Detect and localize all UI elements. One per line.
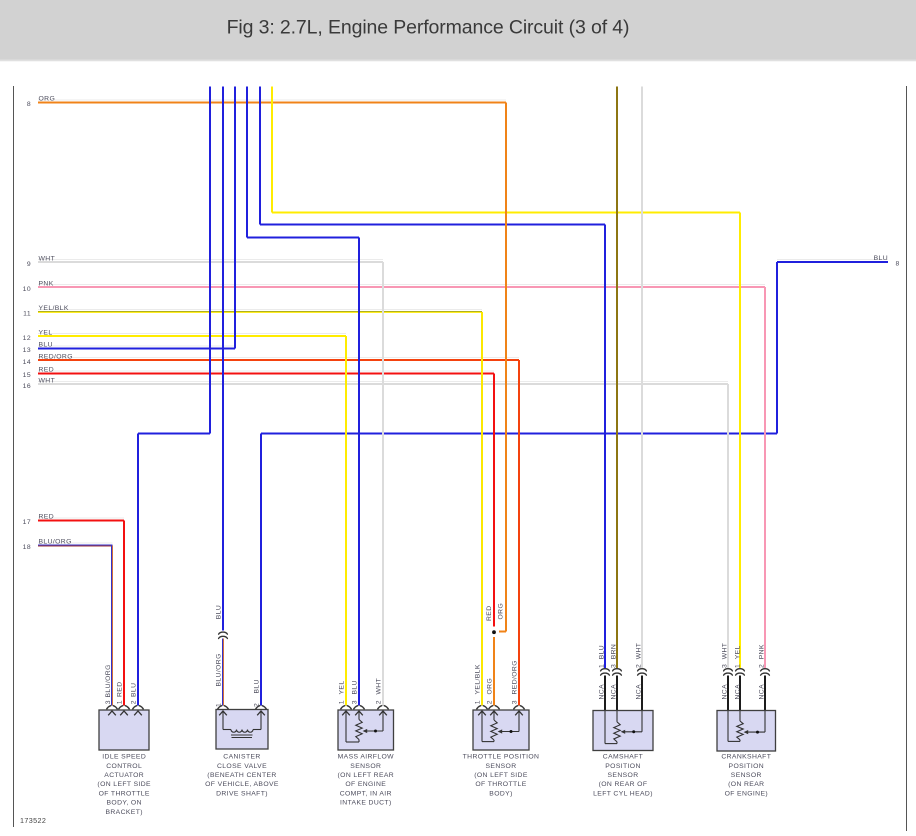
- svg-text:8: 8: [27, 101, 31, 108]
- svg-text:NCA: NCA: [635, 684, 642, 700]
- svg-text:DRIVE SHAFT): DRIVE SHAFT): [216, 790, 268, 797]
- svg-text:10: 10: [23, 286, 31, 293]
- svg-text:ORG: ORG: [487, 678, 494, 695]
- svg-text:BLU: BLU: [131, 683, 138, 697]
- svg-text:ORG: ORG: [39, 95, 56, 102]
- svg-text:INTAKE DUCT): INTAKE DUCT): [340, 800, 392, 807]
- svg-text:Fig 3: 2.7L, Engine Performanc: Fig 3: 2.7L, Engine Performance Circuit …: [227, 17, 630, 39]
- svg-text:16: 16: [23, 383, 31, 390]
- svg-text:14: 14: [23, 359, 31, 366]
- svg-text:OF THROTTLE: OF THROTTLE: [99, 790, 150, 797]
- svg-text:BODY, ON: BODY, ON: [106, 800, 141, 807]
- svg-text:POSITION: POSITION: [605, 763, 641, 770]
- svg-text:RED: RED: [39, 366, 55, 373]
- svg-text:1: 1: [117, 700, 124, 704]
- svg-text:CONTROL: CONTROL: [106, 763, 142, 770]
- svg-text:SENSOR: SENSOR: [731, 772, 762, 779]
- svg-text:8: 8: [896, 261, 900, 268]
- svg-text:RED: RED: [39, 513, 55, 520]
- svg-text:13: 13: [23, 347, 31, 354]
- svg-text:RED/ORG: RED/ORG: [39, 353, 73, 360]
- svg-text:BLU: BLU: [352, 680, 359, 694]
- svg-text:NCA: NCA: [758, 684, 765, 700]
- svg-text:BLU/ORG: BLU/ORG: [105, 664, 112, 697]
- svg-text:OF ENGINE: OF ENGINE: [345, 781, 386, 788]
- svg-text:BLU: BLU: [39, 341, 53, 348]
- svg-text:(ON REAR OF: (ON REAR OF: [599, 781, 648, 788]
- svg-text:9: 9: [27, 261, 31, 268]
- svg-text:LEFT CYL HEAD): LEFT CYL HEAD): [593, 790, 653, 797]
- svg-text:WHT: WHT: [39, 377, 56, 384]
- svg-text:15: 15: [23, 372, 31, 379]
- svg-text:COMPT, IN AIR: COMPT, IN AIR: [340, 790, 392, 797]
- svg-text:MASS AIRFLOW: MASS AIRFLOW: [338, 754, 395, 761]
- svg-text:RED: RED: [117, 682, 124, 698]
- svg-text:YEL/BLK: YEL/BLK: [475, 664, 482, 694]
- svg-text:SENSOR: SENSOR: [486, 763, 517, 770]
- svg-text:(ON REAR: (ON REAR: [728, 781, 764, 788]
- svg-text:POSITION: POSITION: [729, 763, 765, 770]
- svg-text:1 BLU: 1 BLU: [598, 645, 605, 668]
- svg-text:1 YEL: 1 YEL: [734, 645, 741, 668]
- svg-text:BRACKET): BRACKET): [105, 809, 142, 816]
- svg-text:SENSOR: SENSOR: [350, 763, 381, 770]
- svg-text:YEL/BLK: YEL/BLK: [39, 305, 69, 312]
- svg-text:BLU: BLU: [254, 679, 261, 693]
- svg-text:(ON LEFT SIDE: (ON LEFT SIDE: [474, 772, 528, 779]
- svg-text:(ON LEFT SIDE: (ON LEFT SIDE: [97, 781, 151, 788]
- svg-text:11: 11: [23, 310, 31, 317]
- svg-text:NCA: NCA: [610, 684, 617, 700]
- svg-text:NCA: NCA: [598, 684, 605, 700]
- svg-text:IDLE SPEED: IDLE SPEED: [102, 754, 146, 761]
- svg-text:1: 1: [475, 700, 482, 704]
- svg-text:2 WHT: 2 WHT: [635, 643, 642, 668]
- svg-text:3: 3: [512, 700, 519, 704]
- svg-text:3: 3: [352, 700, 359, 704]
- svg-text:173522: 173522: [20, 816, 46, 825]
- svg-text:3: 3: [105, 700, 112, 704]
- svg-text:(BENEATH CENTER: (BENEATH CENTER: [207, 772, 276, 779]
- svg-text:CANISTER: CANISTER: [223, 754, 260, 761]
- svg-text:1: 1: [339, 700, 346, 704]
- svg-text:OF THROTTLE: OF THROTTLE: [475, 781, 526, 788]
- svg-text:RED: RED: [486, 606, 493, 622]
- svg-text:(ON LEFT REAR: (ON LEFT REAR: [338, 772, 395, 779]
- svg-text:OF VEHICLE, ABOVE: OF VEHICLE, ABOVE: [205, 781, 279, 788]
- svg-text:3 BRN: 3 BRN: [610, 644, 617, 668]
- svg-text:YEL: YEL: [339, 681, 346, 695]
- svg-text:YEL: YEL: [39, 329, 53, 336]
- svg-text:THROTTLE POSITION: THROTTLE POSITION: [463, 754, 540, 761]
- svg-text:RED/ORG: RED/ORG: [512, 660, 519, 694]
- svg-text:PNK: PNK: [39, 280, 54, 287]
- svg-text:CRANKSHAFT: CRANKSHAFT: [721, 754, 771, 761]
- svg-text:3 WHT: 3 WHT: [721, 643, 728, 668]
- svg-text:SENSOR: SENSOR: [608, 772, 639, 779]
- svg-text:CLOSE VALVE: CLOSE VALVE: [217, 763, 267, 770]
- svg-text:2: 2: [376, 700, 383, 704]
- svg-text:BLU: BLU: [216, 605, 223, 619]
- svg-text:2 PNK: 2 PNK: [758, 644, 765, 668]
- svg-text:18: 18: [23, 544, 31, 551]
- svg-text:2: 2: [253, 703, 260, 707]
- svg-text:2: 2: [487, 700, 494, 704]
- svg-text:BLU/ORG: BLU/ORG: [39, 538, 72, 545]
- svg-text:ACTUATOR: ACTUATOR: [104, 772, 144, 779]
- svg-text:BODY): BODY): [489, 790, 512, 797]
- svg-text:12: 12: [23, 335, 31, 342]
- svg-text:17: 17: [23, 519, 31, 526]
- svg-text:NCA: NCA: [721, 684, 728, 700]
- svg-text:1: 1: [215, 703, 222, 707]
- svg-text:BLU: BLU: [874, 255, 888, 262]
- svg-text:ORG: ORG: [498, 603, 505, 620]
- svg-text:NCA: NCA: [734, 684, 741, 700]
- svg-text:WHT: WHT: [39, 255, 56, 262]
- svg-text:CAMSHAFT: CAMSHAFT: [603, 754, 643, 761]
- svg-text:2: 2: [131, 700, 138, 704]
- svg-text:OF ENGINE): OF ENGINE): [725, 790, 768, 797]
- svg-text:BLU/ORG: BLU/ORG: [216, 653, 223, 686]
- svg-text:WHT: WHT: [376, 678, 383, 695]
